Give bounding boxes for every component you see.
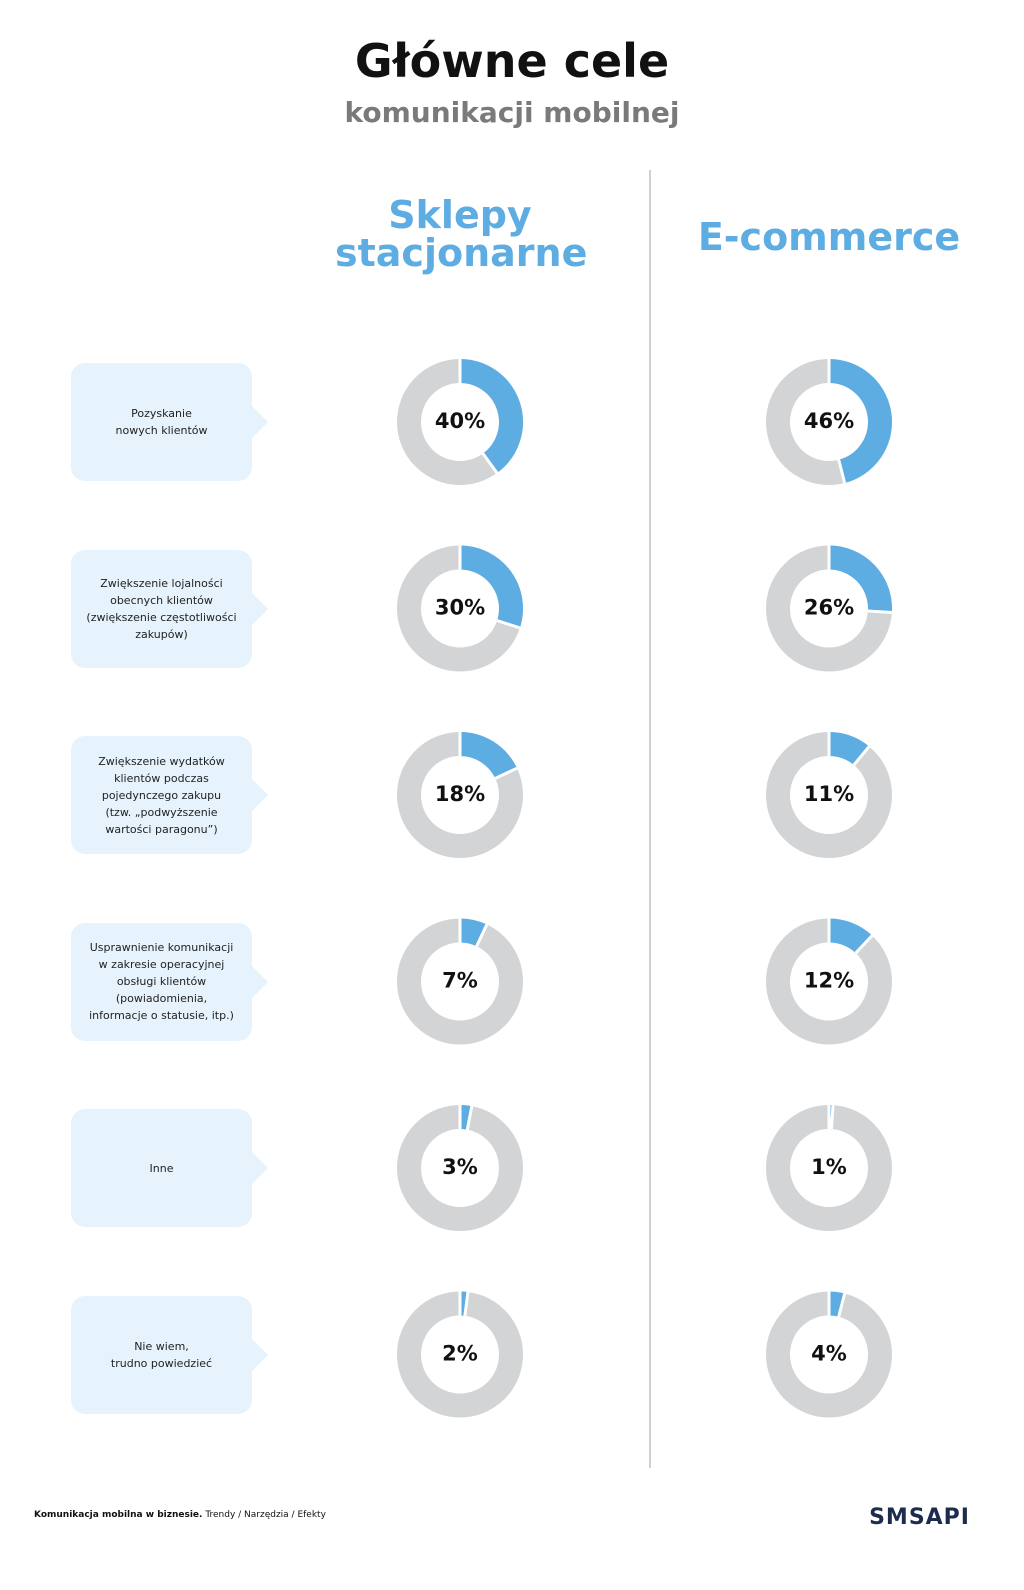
series-name: Sklepy stacjonarne <box>335 193 588 275</box>
donut-gap <box>481 452 499 474</box>
value-label: 26% <box>804 596 854 620</box>
value-label: 3% <box>442 1155 478 1179</box>
logo: SMSAPI <box>869 1505 970 1530</box>
footer: Komunikacja mobilna w biznesie. Trendy /… <box>34 1510 326 1520</box>
donut-segment <box>828 1291 845 1317</box>
donut-gap <box>463 1291 470 1316</box>
donut-gap <box>494 766 518 780</box>
donut-gap <box>854 934 874 955</box>
subtitle: komunikacji mobilnej <box>344 96 680 129</box>
value-label: 2% <box>442 1342 478 1366</box>
value-label: 11% <box>804 782 854 806</box>
donut-gap <box>837 459 847 484</box>
footer-subtitle: Trendy / Narzędzia / Efekty <box>202 1510 326 1520</box>
value-label: 18% <box>435 782 485 806</box>
category-label: Inne <box>71 1109 268 1227</box>
footer-title: Komunikacja mobilna w biznesie. <box>34 1510 203 1520</box>
donut-segment <box>459 918 487 947</box>
category-label: Zwiększenie lojalności obecnych klientów… <box>71 549 268 668</box>
value-label: 1% <box>811 1155 847 1179</box>
category-label: Pozyskanie nowych klientów <box>71 363 268 481</box>
donut-segment <box>459 732 518 779</box>
value-label: 4% <box>811 1342 847 1366</box>
donut-segment <box>828 918 873 954</box>
donut-gap <box>867 609 892 614</box>
series-name: E-commerce <box>697 215 961 259</box>
value-label: 30% <box>435 596 485 620</box>
title: Główne cele <box>354 34 670 88</box>
donut-segment <box>828 732 870 766</box>
donut-segment <box>828 359 892 484</box>
donut-gap <box>475 923 489 947</box>
value-label: 7% <box>442 969 478 993</box>
donut-gap <box>829 1105 835 1130</box>
donut-segment <box>459 359 523 473</box>
value-label: 12% <box>804 969 854 993</box>
value-label: 46% <box>804 409 854 433</box>
donut-gap <box>837 1293 847 1318</box>
donut-gap <box>496 619 521 630</box>
donut-gap <box>852 745 871 766</box>
donut-segment <box>828 545 892 613</box>
value-label: 40% <box>435 409 485 433</box>
donut-segment <box>459 545 523 628</box>
category-label: Zwiększenie wydatków klientów podczas po… <box>71 736 268 854</box>
category-label: Usprawnienie komunikacji w zakresie oper… <box>71 922 268 1041</box>
donut-gap <box>465 1105 474 1130</box>
category-label: Nie wiem, trudno powiedzieć <box>71 1295 268 1414</box>
